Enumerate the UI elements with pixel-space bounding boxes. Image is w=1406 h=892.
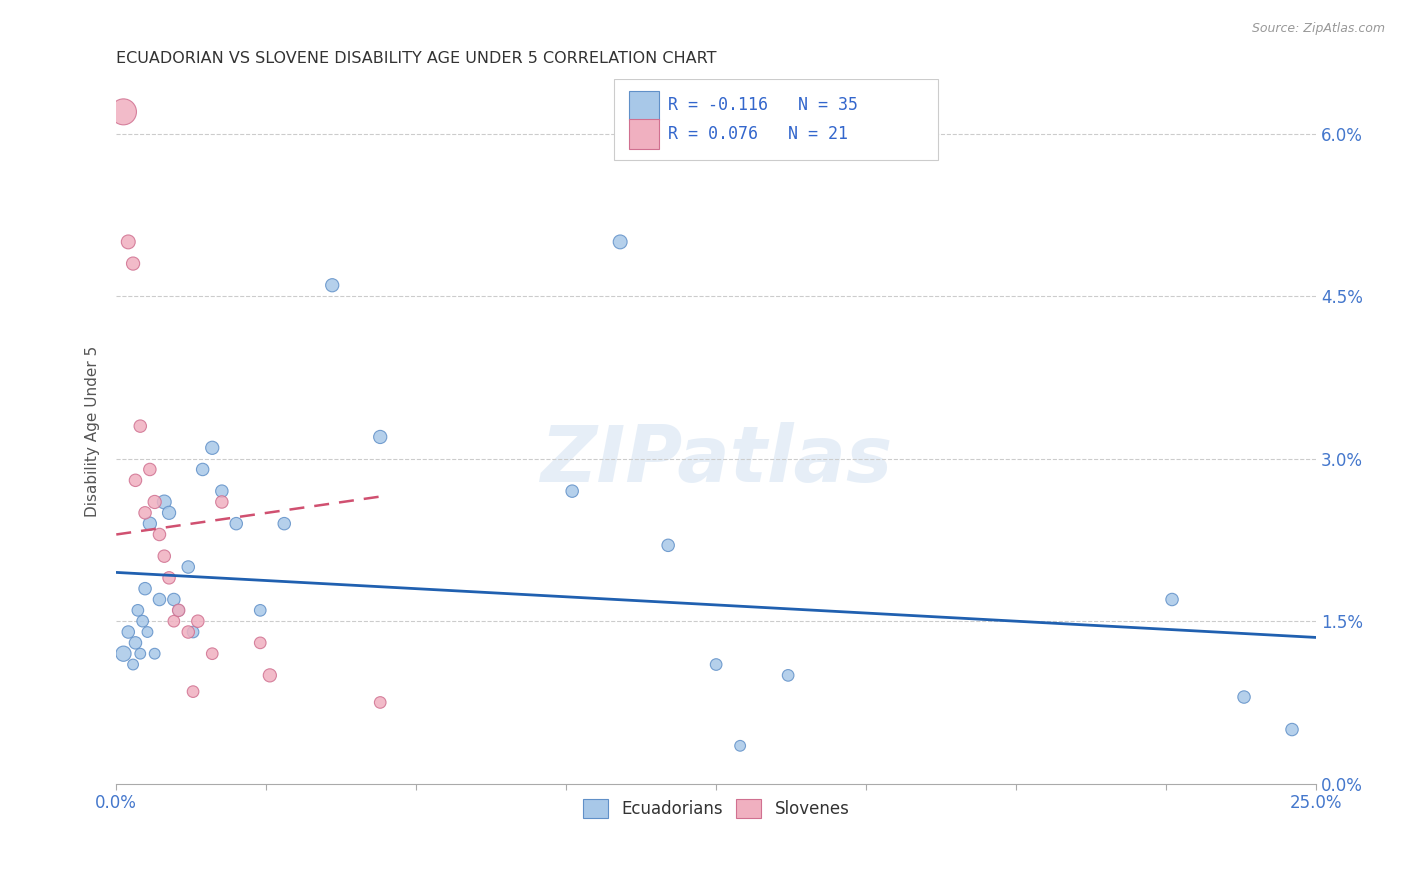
- Point: [134, 506, 156, 520]
- Text: ZIPatlas: ZIPatlas: [540, 422, 893, 498]
- Point: [561, 484, 583, 499]
- Point: [139, 462, 162, 476]
- FancyBboxPatch shape: [614, 79, 938, 161]
- Point: [657, 538, 679, 552]
- Point: [177, 625, 200, 640]
- Point: [122, 256, 145, 270]
- Point: [157, 506, 180, 520]
- Point: [249, 603, 271, 617]
- Point: [129, 647, 152, 661]
- Legend: Ecuadorians, Slovenes: Ecuadorians, Slovenes: [576, 792, 856, 825]
- Point: [148, 527, 170, 541]
- Text: R = -0.116   N = 35: R = -0.116 N = 35: [668, 96, 858, 114]
- Point: [167, 603, 190, 617]
- Point: [153, 549, 176, 564]
- Point: [163, 592, 186, 607]
- Point: [124, 636, 146, 650]
- Y-axis label: Disability Age Under 5: Disability Age Under 5: [86, 346, 100, 517]
- Point: [153, 495, 176, 509]
- Point: [1233, 690, 1256, 704]
- Point: [122, 657, 145, 672]
- Point: [201, 647, 224, 661]
- Point: [1281, 723, 1303, 737]
- Point: [181, 625, 204, 640]
- Point: [143, 647, 166, 661]
- Point: [225, 516, 247, 531]
- Text: ECUADORIAN VS SLOVENE DISABILITY AGE UNDER 5 CORRELATION CHART: ECUADORIAN VS SLOVENE DISABILITY AGE UND…: [117, 51, 717, 66]
- Point: [112, 104, 135, 119]
- Point: [157, 571, 180, 585]
- Point: [136, 625, 159, 640]
- Point: [259, 668, 281, 682]
- Point: [134, 582, 156, 596]
- Point: [163, 614, 186, 628]
- Point: [1161, 592, 1184, 607]
- Text: Source: ZipAtlas.com: Source: ZipAtlas.com: [1251, 22, 1385, 36]
- Point: [728, 739, 751, 753]
- Point: [321, 278, 343, 293]
- Point: [609, 235, 631, 249]
- Point: [127, 603, 149, 617]
- Point: [211, 495, 233, 509]
- Text: R = 0.076   N = 21: R = 0.076 N = 21: [668, 125, 848, 144]
- Point: [124, 473, 146, 487]
- Point: [167, 603, 190, 617]
- FancyBboxPatch shape: [628, 91, 658, 120]
- Point: [148, 592, 170, 607]
- Point: [131, 614, 153, 628]
- Point: [187, 614, 209, 628]
- Point: [273, 516, 295, 531]
- Point: [249, 636, 271, 650]
- Point: [368, 430, 391, 444]
- Point: [191, 462, 214, 476]
- Point: [129, 419, 152, 434]
- Point: [117, 625, 139, 640]
- Point: [211, 484, 233, 499]
- Point: [143, 495, 166, 509]
- Point: [139, 516, 162, 531]
- Point: [112, 647, 135, 661]
- Point: [181, 684, 204, 698]
- Point: [704, 657, 727, 672]
- Point: [177, 560, 200, 574]
- Point: [778, 668, 800, 682]
- Point: [201, 441, 224, 455]
- Point: [368, 696, 391, 710]
- Point: [117, 235, 139, 249]
- FancyBboxPatch shape: [628, 120, 658, 149]
